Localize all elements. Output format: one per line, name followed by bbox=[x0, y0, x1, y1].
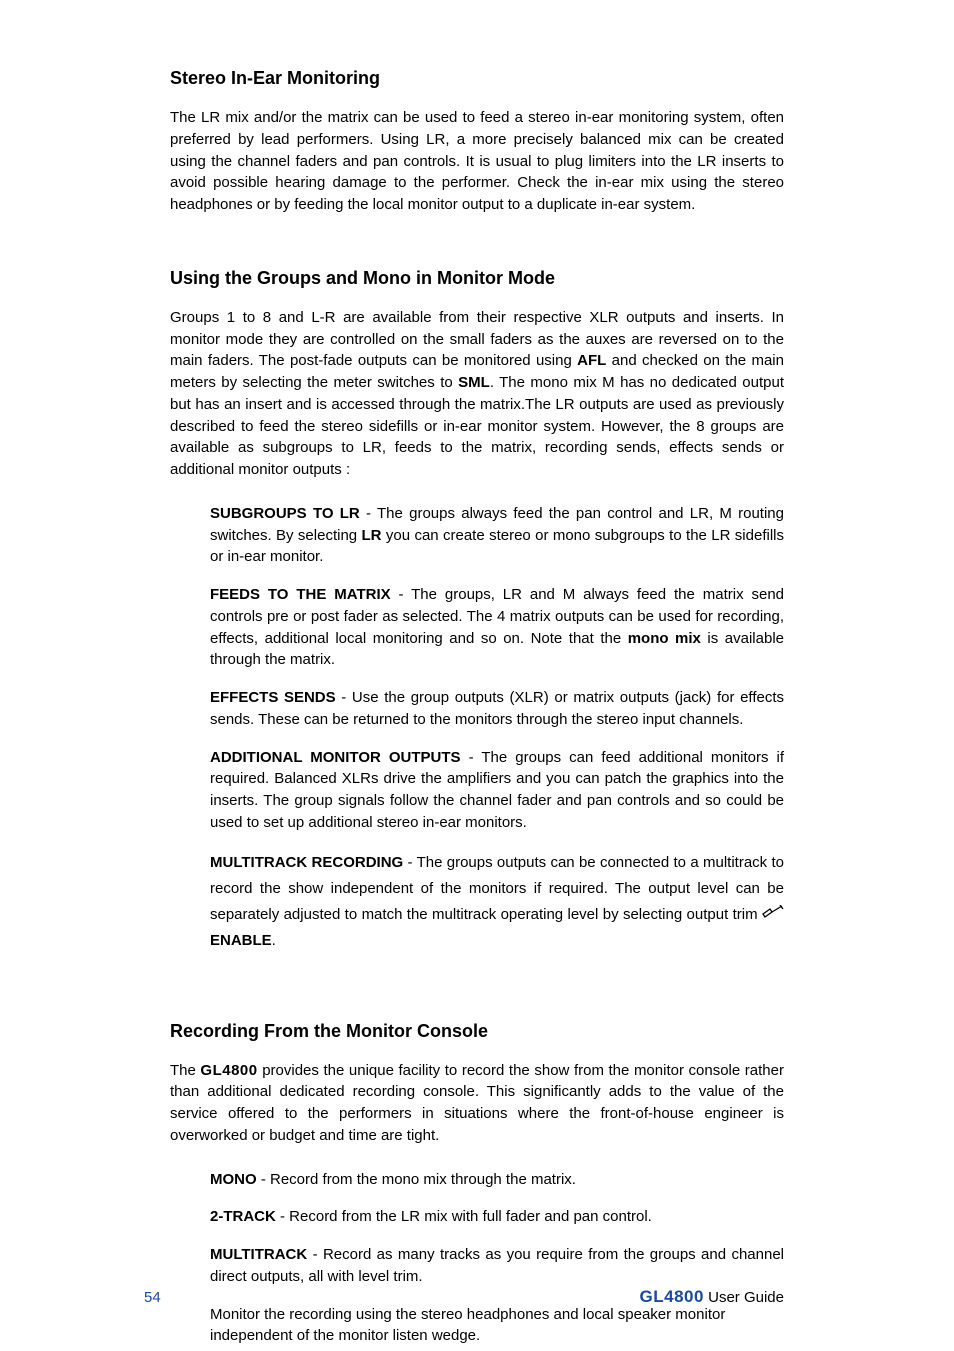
item-lead: FEEDS TO THE MATRIX bbox=[210, 586, 391, 603]
list-item: ADDITIONAL MONITOR OUTPUTS - The groups … bbox=[210, 747, 784, 834]
list-item: MULTITRACK RECORDING - The groups output… bbox=[210, 850, 784, 955]
screwdriver-icon bbox=[762, 902, 784, 928]
text-run: - Record from the LR mix with full fader… bbox=[276, 1208, 652, 1225]
paragraph: Groups 1 to 8 and L-R are available from… bbox=[170, 307, 784, 481]
list-item: SUBGROUPS TO LR - The groups always feed… bbox=[210, 503, 784, 568]
page-number: 54 bbox=[144, 1289, 161, 1306]
item-lead: MONO bbox=[210, 1171, 257, 1188]
heading-stereo: Stereo In-Ear Monitoring bbox=[170, 68, 784, 89]
list-item: 2-TRACK - Record from the LR mix with fu… bbox=[210, 1206, 784, 1228]
bold-text: mono mix bbox=[628, 630, 701, 647]
heading-groups: Using the Groups and Mono in Monitor Mod… bbox=[170, 268, 784, 289]
item-lead: EFFECTS SENDS bbox=[210, 689, 336, 706]
bold-text: ENABLE bbox=[210, 932, 272, 949]
text-run: . bbox=[272, 932, 276, 949]
bold-text: LR bbox=[362, 527, 382, 544]
brand-logo: GL4800 bbox=[640, 1287, 704, 1306]
text-run: The bbox=[170, 1062, 200, 1079]
footer-label: User Guide bbox=[704, 1289, 784, 1306]
document-page: Stereo In-Ear Monitoring The LR mix and/… bbox=[0, 0, 954, 1351]
page-footer: 54 GL4800 User Guide bbox=[0, 1287, 954, 1307]
bold-text: SML bbox=[458, 374, 490, 391]
indented-list: SUBGROUPS TO LR - The groups always feed… bbox=[210, 503, 784, 955]
list-item: Monitor the recording using the stereo h… bbox=[210, 1304, 784, 1348]
heading-recording: Recording From the Monitor Console bbox=[170, 1021, 784, 1042]
item-lead: ADDITIONAL MONITOR OUTPUTS bbox=[210, 749, 461, 766]
paragraph: The LR mix and/or the matrix can be used… bbox=[170, 107, 784, 216]
list-item: MULTITRACK - Record as many tracks as yo… bbox=[210, 1244, 784, 1288]
item-lead: SUBGROUPS TO LR bbox=[210, 505, 360, 522]
text-run: provides the unique facility to record t… bbox=[170, 1062, 784, 1144]
indented-list: MONO - Record from the mono mix through … bbox=[210, 1169, 784, 1348]
paragraph: The GL4800 provides the unique facility … bbox=[170, 1060, 784, 1147]
text-run: - Record from the mono mix through the m… bbox=[257, 1171, 576, 1188]
item-lead: MULTITRACK bbox=[210, 1246, 307, 1263]
list-item: FEEDS TO THE MATRIX - The groups, LR and… bbox=[210, 584, 784, 671]
item-lead: 2-TRACK bbox=[210, 1208, 276, 1225]
item-lead: MULTITRACK RECORDING bbox=[210, 854, 403, 871]
brand-inline: GL4800 bbox=[200, 1062, 257, 1079]
list-item: EFFECTS SENDS - Use the group outputs (X… bbox=[210, 687, 784, 731]
list-item: MONO - Record from the mono mix through … bbox=[210, 1169, 784, 1191]
bold-text: AFL bbox=[577, 352, 606, 369]
footer-right: GL4800 User Guide bbox=[640, 1287, 784, 1307]
